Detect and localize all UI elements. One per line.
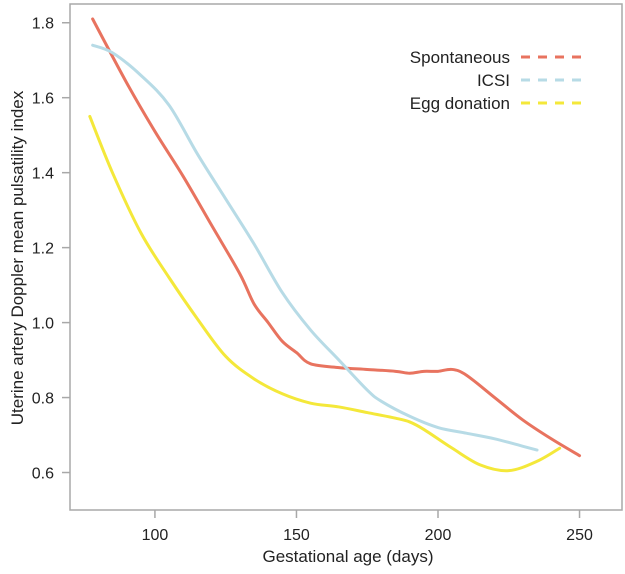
- x-tick-label: 100: [142, 527, 169, 544]
- x-axis-title: Gestational age (days): [262, 547, 433, 566]
- y-tick-label: 0.8: [32, 391, 54, 408]
- plot-frame: [69, 3, 623, 511]
- x-tick-label: 250: [566, 527, 593, 544]
- series-layer: [88, 17, 582, 473]
- y-tick-label: 1.0: [32, 316, 54, 333]
- x-tick-label: 200: [425, 527, 452, 544]
- x-axis: 100 150 200 250: [142, 510, 593, 544]
- legend: Spontaneous ICSI Egg donation: [410, 48, 582, 113]
- y-tick-label: 1.8: [32, 16, 54, 33]
- x-tick-label: 150: [283, 527, 310, 544]
- legend-label-icsi: ICSI: [477, 71, 510, 90]
- y-tick-label: 1.2: [32, 241, 54, 258]
- y-axis-title: Uterine artery Doppler mean pulsatility …: [8, 90, 27, 425]
- y-tick-label: 0.6: [32, 466, 54, 483]
- y-axis: 0.6 0.8 1.0 1.2 1.4 1.6 1.8: [32, 16, 70, 483]
- series-line-spontaneous: [91, 17, 582, 458]
- y-tick-label: 1.6: [32, 91, 54, 108]
- y-tick-label: 1.4: [32, 166, 54, 183]
- legend-label-spontaneous: Spontaneous: [410, 48, 510, 67]
- series-line-egg-donation: [88, 114, 562, 473]
- series-line-icsi: [91, 43, 539, 452]
- legend-label-egg-donation: Egg donation: [410, 94, 510, 113]
